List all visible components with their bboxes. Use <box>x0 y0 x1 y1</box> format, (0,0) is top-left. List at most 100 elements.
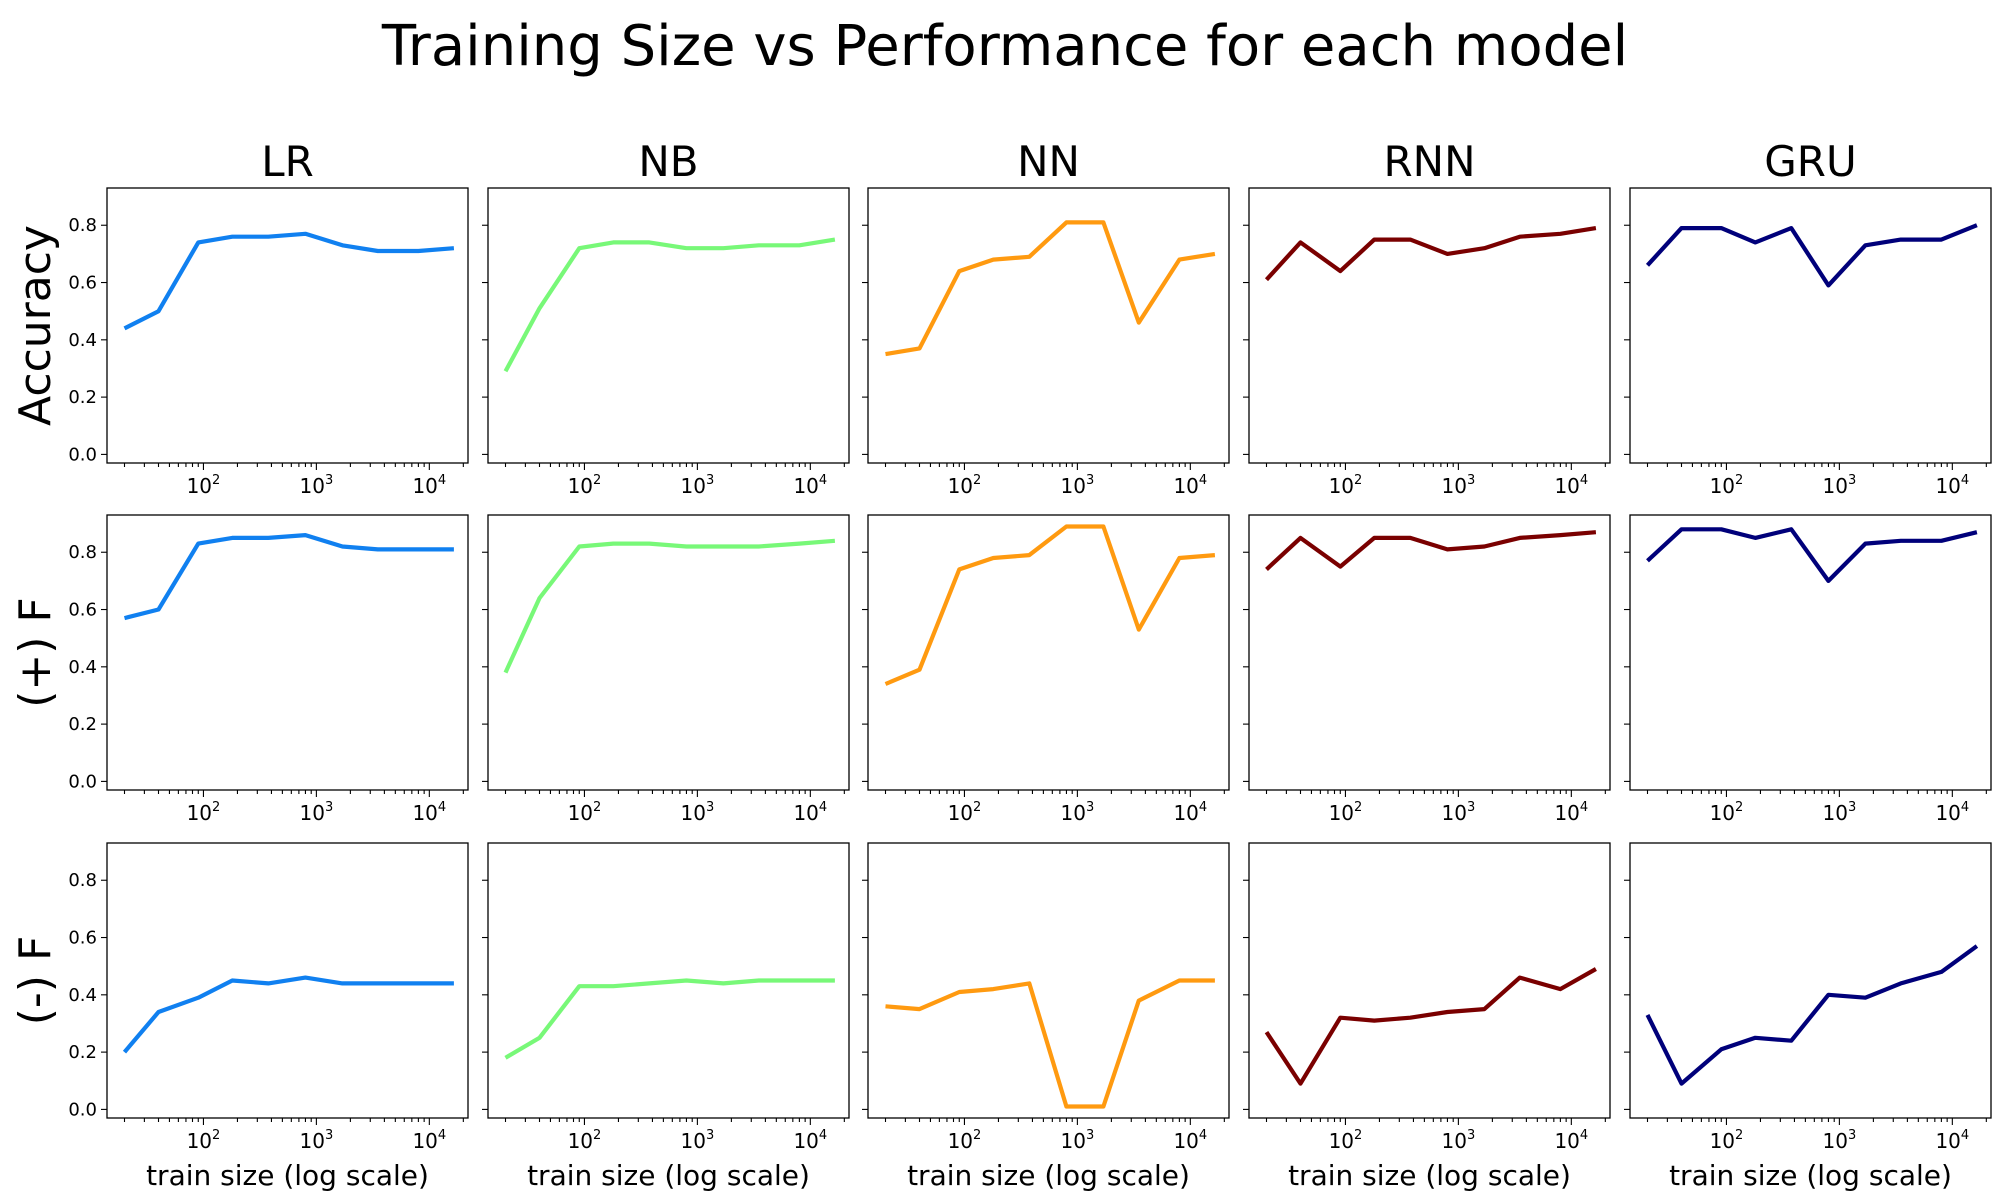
y-tick-label: 0.4 <box>68 330 97 351</box>
x-tick-base: 10 <box>1823 1129 1848 1153</box>
x-tick-label: 104 <box>1554 473 1588 498</box>
series-line-nn-f <box>885 978 1215 1109</box>
panel-nb-f: 102 103 104 <box>482 514 850 825</box>
x-tick-exponent: 3 <box>706 473 714 488</box>
column-title-nn: NN <box>1017 137 1080 186</box>
series-line-nb-accuracy <box>503 237 836 373</box>
series-line-rnn-accuracy <box>1264 226 1597 282</box>
x-tick-base: 10 <box>300 801 325 825</box>
y-tick-label: 0.6 <box>68 273 97 294</box>
x-tick-label: 103 <box>681 473 715 498</box>
x-tick-base: 10 <box>948 1129 973 1153</box>
x-tick-exponent: 4 <box>1199 473 1207 488</box>
x-tick-base: 10 <box>1823 474 1848 498</box>
x-tick-exponent: 2 <box>1354 1128 1362 1143</box>
y-tick-label: 0.8 <box>68 215 97 236</box>
figure-title: Training Size vs Performance for each mo… <box>381 14 1628 79</box>
x-axis-label: train size (log scale) <box>527 1159 810 1192</box>
x-axis-label: train size (log scale) <box>1288 1159 1571 1192</box>
x-tick-exponent: 2 <box>212 1128 220 1143</box>
x-tick-exponent: 4 <box>1580 473 1588 488</box>
x-tick-label: 103 <box>1442 1128 1476 1153</box>
axes-frame <box>867 514 1230 791</box>
x-tick-base: 10 <box>187 801 212 825</box>
series-line-nb-f <box>504 978 835 1060</box>
x-tick-exponent: 3 <box>1086 1128 1094 1143</box>
x-tick-exponent: 4 <box>1199 800 1207 815</box>
x-tick-exponent: 2 <box>1735 473 1743 488</box>
x-tick-exponent: 3 <box>1467 800 1475 815</box>
x-tick-label: 103 <box>1823 473 1857 498</box>
x-tick-exponent: 2 <box>593 1128 601 1143</box>
x-axis-label: train size (log scale) <box>907 1159 1190 1192</box>
x-tick-exponent: 4 <box>819 800 827 815</box>
x-tick-base: 10 <box>568 801 593 825</box>
y-tick-label: 0.8 <box>68 542 97 563</box>
y-tick-label: 0.4 <box>68 657 97 678</box>
axes-frame <box>487 514 850 791</box>
x-tick-base: 10 <box>412 801 437 825</box>
axes-frame <box>1248 842 1611 1119</box>
x-tick-label: 104 <box>1935 473 1969 498</box>
x-tick-label: 104 <box>1173 800 1207 825</box>
y-tick-label: 0.6 <box>68 600 97 621</box>
x-tick-exponent: 3 <box>1086 800 1094 815</box>
x-tick-base: 10 <box>1554 474 1579 498</box>
x-tick-base: 10 <box>300 1129 325 1153</box>
x-tick-exponent: 3 <box>1848 800 1856 815</box>
x-tick-base: 10 <box>1173 474 1198 498</box>
x-tick-base: 10 <box>1329 474 1354 498</box>
axes-frame <box>1248 187 1611 464</box>
x-tick-exponent: 3 <box>1086 473 1094 488</box>
x-tick-base: 10 <box>187 1129 212 1153</box>
x-tick-label: 104 <box>412 473 446 498</box>
x-tick-base: 10 <box>1935 474 1960 498</box>
x-tick-label: 102 <box>568 473 602 498</box>
series-line-lr-f <box>122 975 454 1054</box>
column-title-gru: GRU <box>1764 137 1856 186</box>
x-tick-label: 104 <box>1554 800 1588 825</box>
x-tick-exponent: 2 <box>1354 473 1362 488</box>
x-tick-label: 104 <box>412 800 446 825</box>
axes-frame <box>1629 842 1992 1119</box>
x-tick-label: 103 <box>1442 800 1476 825</box>
row-label-accuracy: Accuracy <box>10 225 61 426</box>
x-tick-label: 103 <box>1823 800 1857 825</box>
x-tick-label: 102 <box>187 473 221 498</box>
x-tick-label: 102 <box>1329 1128 1363 1153</box>
x-tick-exponent: 2 <box>1354 800 1362 815</box>
y-tick-label: 0.0 <box>68 1099 97 1120</box>
series-line-gru-f <box>1645 944 1979 1086</box>
x-tick-exponent: 2 <box>593 473 601 488</box>
x-tick-label: 102 <box>568 1128 602 1153</box>
x-tick-base: 10 <box>1554 801 1579 825</box>
x-tick-base: 10 <box>793 474 818 498</box>
x-tick-exponent: 3 <box>1848 473 1856 488</box>
x-tick-exponent: 3 <box>706 1128 714 1143</box>
x-tick-base: 10 <box>412 1129 437 1153</box>
series-line-rnn-f <box>1264 967 1597 1086</box>
x-tick-base: 10 <box>793 801 818 825</box>
x-tick-label: 103 <box>1061 1128 1095 1153</box>
row-label-f: (-) F <box>10 936 61 1026</box>
axes-frame <box>106 187 469 464</box>
x-tick-label: 102 <box>1710 800 1744 825</box>
y-tick-label: 0.6 <box>68 928 97 949</box>
x-tick-label: 104 <box>1935 1128 1969 1153</box>
x-tick-label: 104 <box>793 1128 827 1153</box>
x-tick-exponent: 3 <box>325 473 333 488</box>
x-tick-base: 10 <box>187 474 212 498</box>
series-line-gru-accuracy <box>1645 223 1978 288</box>
x-tick-exponent: 2 <box>973 1128 981 1143</box>
x-tick-label: 103 <box>300 1128 334 1153</box>
axes-frame <box>1629 514 1992 791</box>
series-line-nn-accuracy <box>885 220 1216 357</box>
